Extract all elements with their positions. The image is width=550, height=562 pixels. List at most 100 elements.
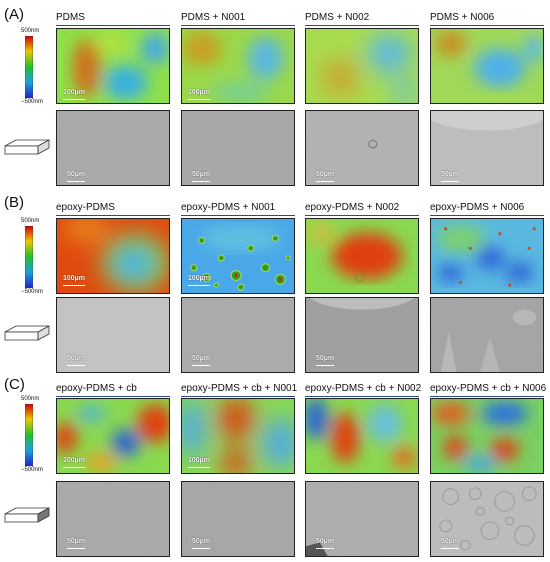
sem-micrograph: 50µm	[56, 297, 170, 373]
scale-bar-label: 50µm	[67, 355, 86, 362]
scale-bar	[188, 467, 210, 468]
colorbar-top-label: 500nm	[21, 396, 40, 402]
colorbar-gradient	[25, 404, 33, 466]
scale-bar	[188, 99, 210, 100]
column-title: epoxy-PDMS + cb + N006	[430, 383, 547, 394]
scale-bar	[441, 548, 459, 549]
title-underline	[430, 396, 544, 397]
afm-height-map: 100µm	[181, 398, 295, 474]
sem-micrograph: 50µm	[56, 481, 170, 557]
scale-bar	[63, 285, 85, 286]
section-label-b: (B)	[4, 194, 24, 211]
title-underline	[181, 396, 295, 397]
scale-bar-label: 100µm	[188, 89, 210, 96]
title-underline	[430, 215, 544, 216]
sem-micrograph: 50µm	[181, 297, 295, 373]
afm-height-map: 100µm	[56, 398, 170, 474]
sem-micrograph: 50µm	[305, 297, 419, 373]
column-title: PDMS	[56, 12, 85, 23]
title-underline	[305, 215, 419, 216]
scale-bar	[192, 548, 210, 549]
sem-micrograph: 50µm	[430, 481, 544, 557]
sem-micrograph	[430, 297, 544, 373]
scale-bar-label: 50µm	[192, 538, 211, 545]
scale-bar-label: 50µm	[441, 538, 460, 545]
column-title: epoxy-PDMS	[56, 202, 115, 213]
scale-bar	[316, 365, 334, 366]
title-underline	[56, 396, 170, 397]
column-title: PDMS + N006	[430, 12, 495, 23]
scale-bar-label: 100µm	[188, 457, 210, 464]
section-label-a: (A)	[4, 6, 24, 23]
sem-micrograph: 50µm	[181, 110, 295, 186]
title-underline	[305, 25, 419, 26]
afm-height-map: 100µm	[56, 218, 170, 294]
colorbar-bottom-label: −500nm	[21, 289, 43, 295]
sample-slab-icon	[4, 139, 50, 155]
afm-height-map	[430, 218, 544, 294]
column-title: PDMS + N002	[305, 12, 370, 23]
scale-bar-label: 50µm	[316, 538, 335, 545]
column-title: PDMS + N001	[181, 12, 246, 23]
colorbar-gradient	[25, 36, 33, 98]
scale-bar	[188, 285, 210, 286]
afm-height-map	[430, 398, 544, 474]
afm-height-map	[305, 28, 419, 104]
sample-slab-icon	[4, 325, 50, 341]
scale-bar-label: 50µm	[67, 538, 86, 545]
column-title: epoxy-PDMS + N006	[430, 202, 525, 213]
scale-bar-label: 50µm	[67, 171, 86, 178]
colorbar-b: 500nm −500nm	[21, 218, 47, 295]
scale-bar-label: 50µm	[192, 355, 211, 362]
title-underline	[56, 25, 170, 26]
section-label-c: (C)	[4, 376, 25, 393]
colorbar-bottom-label: −500nm	[21, 99, 43, 105]
sem-micrograph: 50µm	[430, 110, 544, 186]
scale-bar-label: 100µm	[63, 89, 85, 96]
scale-bar-label: 100µm	[63, 457, 85, 464]
colorbar-gradient	[25, 226, 33, 288]
sem-micrograph: 50µm	[305, 481, 419, 557]
scale-bar	[192, 181, 210, 182]
column-title: epoxy-PDMS + cb + N001	[181, 383, 298, 394]
scale-bar-label: 50µm	[441, 171, 460, 178]
afm-height-map	[430, 28, 544, 104]
scale-bar	[316, 548, 334, 549]
scale-bar	[63, 467, 85, 468]
title-underline	[56, 215, 170, 216]
scale-bar	[63, 99, 85, 100]
sem-micrograph: 50µm	[305, 110, 419, 186]
title-underline	[181, 25, 295, 26]
afm-height-map	[305, 218, 419, 294]
colorbar-bottom-label: −500nm	[21, 467, 43, 473]
afm-height-map	[305, 398, 419, 474]
scale-bar	[192, 365, 210, 366]
afm-height-map: 100µm	[181, 218, 295, 294]
sem-micrograph: 50µm	[181, 481, 295, 557]
afm-height-map: 100µm	[56, 28, 170, 104]
sem-micrograph: 50µm	[56, 110, 170, 186]
title-underline	[181, 215, 295, 216]
scale-bar	[316, 181, 334, 182]
scale-bar-label: 50µm	[316, 355, 335, 362]
scale-bar-label: 100µm	[188, 275, 210, 282]
colorbar-c: 500nm −500nm	[21, 396, 47, 473]
sample-slab-icon	[4, 507, 50, 523]
scale-bar	[67, 365, 85, 366]
title-underline	[430, 25, 544, 26]
column-title: epoxy-PDMS + cb	[56, 383, 137, 394]
scale-bar-label: 50µm	[316, 171, 335, 178]
afm-height-map: 100µm	[181, 28, 295, 104]
scale-bar-label: 100µm	[63, 275, 85, 282]
colorbar-top-label: 500nm	[21, 218, 40, 224]
scale-bar-label: 50µm	[192, 171, 211, 178]
colorbar-a: 500nm −500nm	[21, 28, 47, 105]
title-underline	[305, 396, 419, 397]
scale-bar	[441, 181, 459, 182]
colorbar-top-label: 500nm	[21, 28, 40, 34]
scale-bar	[67, 181, 85, 182]
column-title: epoxy-PDMS + N002	[305, 202, 400, 213]
column-title: epoxy-PDMS + N001	[181, 202, 276, 213]
column-title: epoxy-PDMS + cb + N002	[305, 383, 422, 394]
scale-bar	[67, 548, 85, 549]
